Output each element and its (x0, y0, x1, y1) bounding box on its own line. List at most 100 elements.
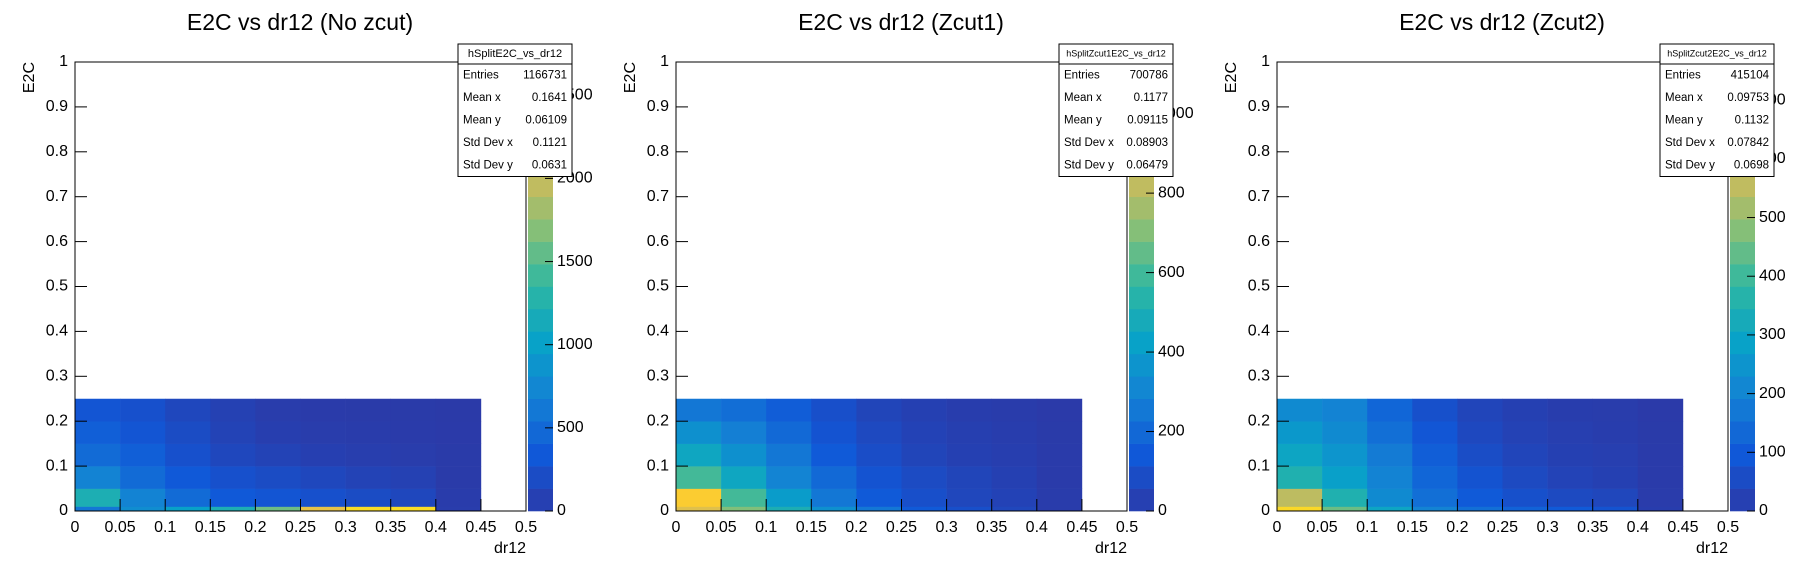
heatmap-cell (1367, 488, 1413, 507)
heatmap-cell (165, 506, 211, 512)
heatmap-cell (676, 506, 722, 512)
stats-label: Entries (1064, 69, 1100, 81)
x-tick-label: 0 (1273, 519, 1282, 536)
y-tick-label: 0.9 (1248, 98, 1270, 115)
y-tick-label: 0.2 (1248, 412, 1270, 429)
heatmap-cell (901, 506, 947, 512)
colorbar-segment (1730, 488, 1755, 512)
colorbar-segment (528, 264, 553, 287)
y-tick-label: 1 (59, 53, 68, 70)
y-tick-label: 0.9 (46, 98, 68, 115)
y-tick-label: 0.8 (1248, 143, 1270, 160)
heatmap-cell (165, 488, 211, 507)
x-tick-label: 0.45 (465, 519, 496, 536)
heatmap-cell (390, 488, 437, 507)
x-tick-label: 0.35 (1577, 519, 1608, 536)
heatmap-cell (1637, 421, 1684, 444)
heatmap-cell (1367, 506, 1413, 512)
colorbar-segment (1129, 219, 1154, 242)
heatmap-cell (210, 398, 256, 422)
x-axis-title: dr12 (1095, 540, 1127, 557)
y-axis-title: E2C (622, 62, 639, 93)
heatmap-cell (856, 466, 902, 489)
heatmap-cell (991, 398, 1038, 422)
colorbar-segment (528, 466, 553, 489)
stats-value: 0.07842 (1727, 137, 1769, 149)
y-tick-label: 0.3 (46, 368, 68, 385)
heatmap-cell (856, 488, 902, 507)
colorbar-segment (1730, 443, 1755, 467)
heatmap-cell (1082, 444, 1127, 467)
stats-box (1659, 43, 1775, 177)
x-tick-label: 0.15 (195, 519, 226, 536)
heatmap-cell (255, 466, 301, 489)
heatmap-cell (676, 443, 722, 467)
heatmap-cell (811, 398, 857, 422)
x-tick-label: 0.15 (796, 519, 827, 536)
chart-title: E2C vs dr12 (Zcut2) (1399, 9, 1605, 35)
heatmap-cell (946, 466, 992, 489)
heatmap-cell (856, 506, 902, 512)
stats-value: 0.1641 (532, 92, 567, 104)
x-axis-title: dr12 (494, 540, 526, 557)
x-tick-label: 0.25 (886, 519, 917, 536)
y-tick-label: 0.5 (46, 278, 68, 295)
colorbar-tick-label: 600 (1158, 264, 1185, 281)
colorbar-segment (1129, 466, 1154, 489)
heatmap-cell (345, 488, 391, 507)
heatmap-cell (1547, 443, 1593, 467)
colorbar-segment (1730, 398, 1755, 422)
heatmap-cell (1322, 398, 1368, 422)
heatmap-cell (75, 421, 121, 444)
colorbar-segment (1129, 264, 1154, 287)
y-tick-label: 0.7 (1248, 188, 1270, 205)
colorbar-segment (1730, 466, 1755, 489)
heatmap-cell (75, 443, 121, 467)
colorbar-segment (1129, 174, 1154, 197)
heatmap-cell (811, 506, 857, 512)
heatmap-cell (390, 398, 437, 422)
colorbar-tick-label: 400 (1158, 343, 1185, 360)
heatmap-cell (1683, 489, 1728, 507)
x-tick-label: 0.15 (1397, 519, 1428, 536)
x-tick-label: 0.3 (334, 519, 356, 536)
heatmap-cell (300, 421, 346, 444)
heatmap-cell (120, 421, 166, 444)
heatmap-cell (1367, 421, 1413, 444)
heatmap-cell (75, 506, 121, 512)
y-tick-label: 0.1 (46, 457, 68, 474)
stats-label: Std Dev x (1064, 137, 1114, 149)
stats-label: Std Dev y (463, 159, 513, 171)
heatmap-cell (120, 398, 166, 422)
heatmap-cell (120, 488, 166, 507)
heatmap-cell (1547, 466, 1593, 489)
heatmap-cell (721, 398, 767, 422)
heatmap-cell (1036, 398, 1083, 422)
colorbar-segment (1730, 286, 1755, 310)
stats-box (1058, 43, 1174, 177)
heatmap-cell (1547, 421, 1593, 444)
heatmap-cell (1637, 443, 1684, 467)
y-tick-label: 0.6 (46, 233, 68, 250)
heatmap-cell (721, 466, 767, 489)
heatmap-cell (856, 398, 902, 422)
stats-title: hSplitZcut1E2C_vs_dr12 (1066, 48, 1166, 58)
heatmap-cell (1457, 506, 1503, 512)
heatmap-cell (676, 421, 722, 444)
heatmap-cell (1277, 466, 1323, 489)
heatmap-cell (435, 398, 482, 422)
colorbar-tick-label: 0 (557, 502, 566, 519)
heatmap-cell (165, 443, 211, 467)
heatmap-cell (345, 506, 391, 512)
chart-title: E2C vs dr12 (No zcut) (187, 9, 413, 35)
colorbar-segment (1129, 376, 1154, 400)
y-tick-label: 0 (1261, 502, 1270, 519)
colorbar-segment (528, 219, 553, 242)
y-tick-label: 0.4 (1248, 323, 1270, 340)
heatmap-cell (901, 443, 947, 467)
colorbar-segment (1730, 308, 1755, 332)
heatmap-cell (1502, 506, 1548, 512)
stats-value: 0.06109 (525, 114, 567, 126)
colorbar-segment (528, 174, 553, 197)
stats-label: Std Dev y (1665, 159, 1715, 171)
